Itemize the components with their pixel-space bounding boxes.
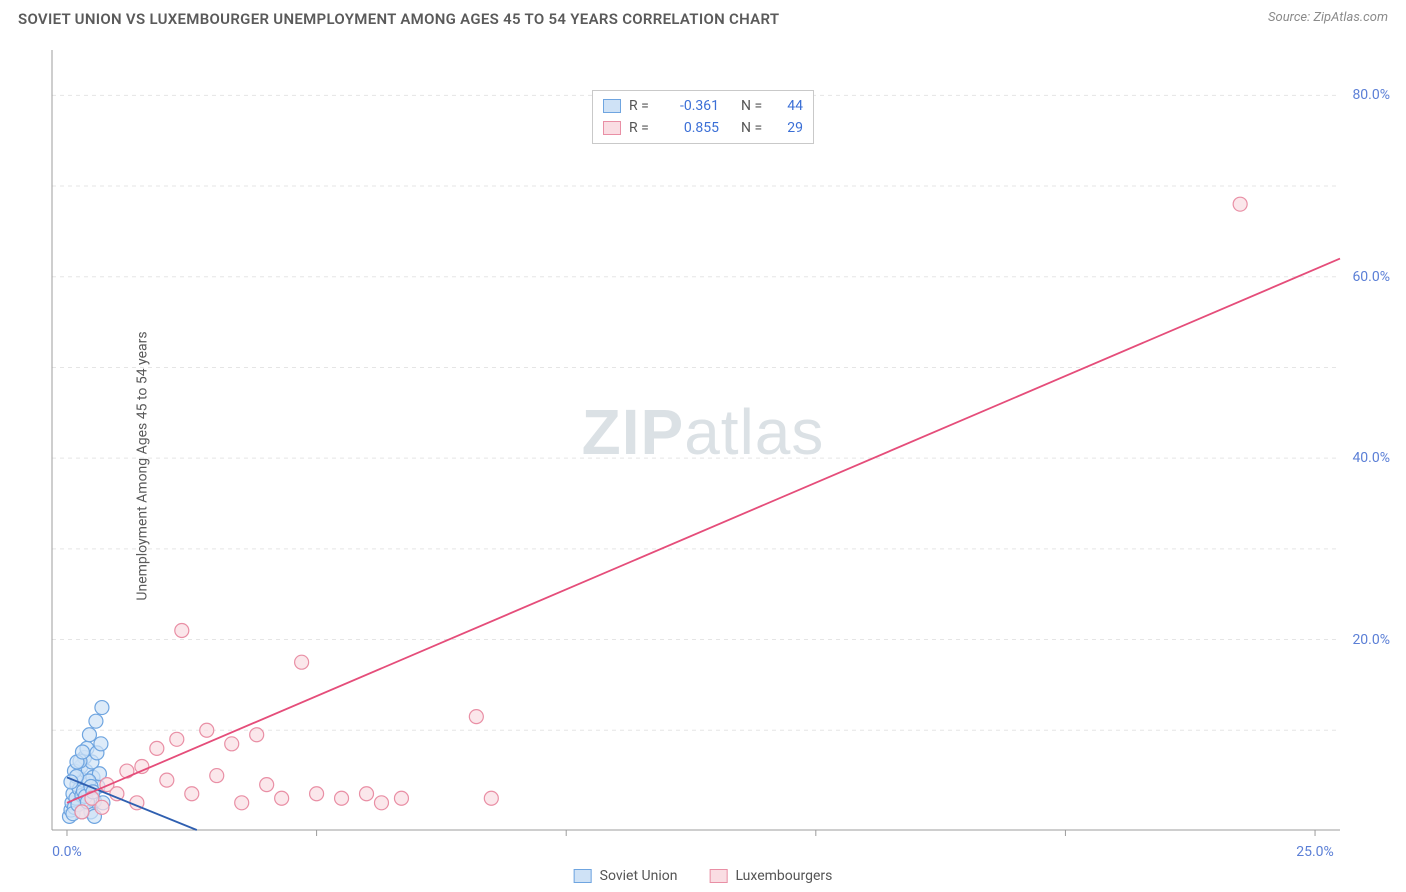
n-value: 29 <box>775 117 803 139</box>
legend-swatch-icon <box>709 869 727 883</box>
x-tick-label: 0.0% <box>52 844 82 860</box>
y-tick-label: 80.0% <box>1352 87 1390 103</box>
legend-series: Soviet Union Luxembourgers <box>574 868 833 884</box>
scatter-plot-svg <box>0 40 1406 892</box>
legend-stats: R = -0.361 N = 44 R = 0.855 N = 29 <box>592 90 814 144</box>
r-value: -0.361 <box>663 95 719 117</box>
y-tick-label: 20.0% <box>1352 632 1390 648</box>
n-label: N = <box>741 95 767 117</box>
y-tick-label: 60.0% <box>1352 269 1390 285</box>
r-label: R = <box>629 117 655 139</box>
y-tick-label: 40.0% <box>1352 450 1390 466</box>
legend-swatch-icon <box>603 121 621 135</box>
source-link[interactable]: ZipAtlas.com <box>1313 10 1388 25</box>
n-value: 44 <box>775 95 803 117</box>
legend-stat-row: R = 0.855 N = 29 <box>603 117 803 139</box>
legend-series-item: Luxembourgers <box>709 868 832 884</box>
source-label: Source: <box>1268 10 1310 25</box>
chart-area: Unemployment Among Ages 45 to 54 years Z… <box>0 40 1406 892</box>
legend-series-label: Luxembourgers <box>735 868 832 884</box>
legend-swatch-icon <box>603 99 621 113</box>
source-attribution: Source: ZipAtlas.com <box>1268 10 1388 25</box>
r-label: R = <box>629 95 655 117</box>
legend-series-label: Soviet Union <box>600 868 678 884</box>
x-tick-label: 25.0% <box>1296 844 1334 860</box>
n-label: N = <box>741 117 767 139</box>
legend-swatch-icon <box>574 869 592 883</box>
chart-title: SOVIET UNION VS LUXEMBOURGER UNEMPLOYMEN… <box>18 10 779 28</box>
legend-series-item: Soviet Union <box>574 868 678 884</box>
r-value: 0.855 <box>663 117 719 139</box>
legend-stat-row: R = -0.361 N = 44 <box>603 95 803 117</box>
